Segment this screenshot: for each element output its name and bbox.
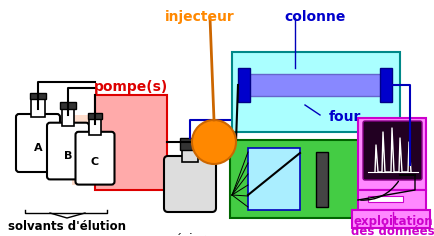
Circle shape bbox=[191, 120, 236, 164]
Bar bbox=[315, 152, 327, 207]
Text: C: C bbox=[91, 157, 99, 167]
Bar bbox=[237, 68, 250, 102]
Text: pompe(s): pompe(s) bbox=[94, 80, 168, 94]
Text: colonne: colonne bbox=[284, 10, 345, 24]
Bar bbox=[60, 102, 76, 109]
Bar bbox=[95, 95, 167, 190]
Bar bbox=[31, 99, 45, 117]
Bar bbox=[89, 119, 101, 135]
Bar bbox=[247, 148, 299, 210]
Bar bbox=[30, 93, 46, 99]
Text: injecteur: injecteur bbox=[165, 10, 234, 24]
Bar bbox=[351, 210, 429, 228]
Bar bbox=[230, 140, 399, 218]
FancyBboxPatch shape bbox=[164, 156, 216, 212]
Text: solvants d'élution: solvants d'élution bbox=[8, 220, 126, 233]
Bar bbox=[247, 74, 381, 96]
FancyBboxPatch shape bbox=[16, 114, 60, 172]
Bar bbox=[379, 68, 391, 102]
Bar bbox=[62, 109, 74, 126]
Text: exploitation: exploitation bbox=[352, 215, 432, 228]
Text: B: B bbox=[64, 151, 72, 160]
Bar bbox=[231, 52, 399, 132]
Bar bbox=[88, 113, 102, 119]
Bar bbox=[357, 190, 425, 210]
Text: des données: des données bbox=[350, 225, 434, 236]
Text: A: A bbox=[33, 143, 42, 153]
Bar bbox=[180, 138, 200, 150]
FancyBboxPatch shape bbox=[72, 115, 140, 185]
FancyBboxPatch shape bbox=[362, 121, 421, 180]
Bar bbox=[181, 148, 197, 162]
Bar bbox=[357, 118, 425, 190]
FancyBboxPatch shape bbox=[47, 123, 89, 179]
FancyBboxPatch shape bbox=[76, 132, 114, 185]
Text: évier: évier bbox=[174, 233, 205, 236]
Bar bbox=[367, 196, 402, 202]
Text: four: four bbox=[328, 110, 360, 124]
Bar bbox=[357, 150, 385, 208]
